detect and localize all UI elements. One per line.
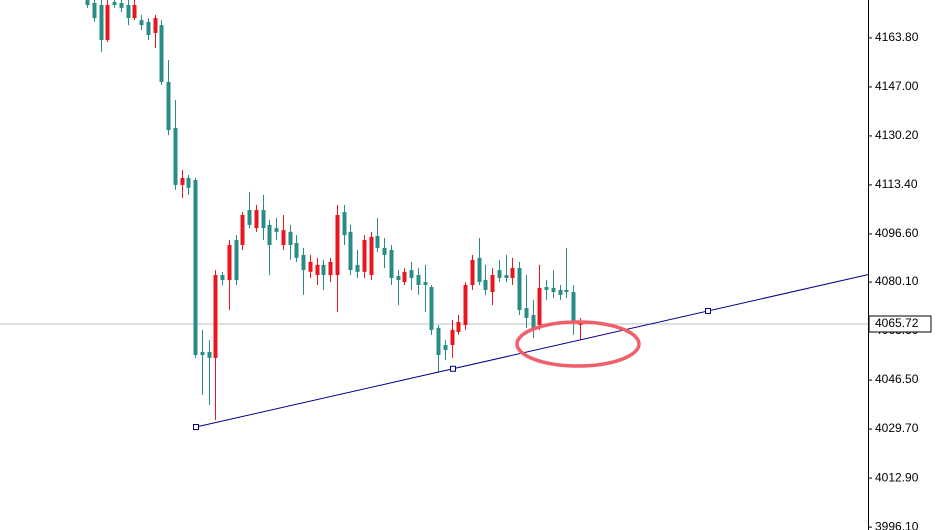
candle-body <box>240 214 245 246</box>
candle-body <box>99 4 104 40</box>
candle-body <box>200 352 205 355</box>
candle-body <box>531 315 536 328</box>
candle-body <box>571 291 576 323</box>
candle-body <box>456 322 461 332</box>
candle-body <box>173 128 178 185</box>
candle-body <box>328 261 333 276</box>
candle-body <box>335 214 340 276</box>
candle-body <box>207 352 212 358</box>
candle-body <box>281 230 286 246</box>
candle-body <box>517 268 522 311</box>
candle-body <box>92 2 97 19</box>
candle-body <box>537 287 542 325</box>
candle-body <box>355 264 360 272</box>
candle-body <box>450 329 455 346</box>
candle-body <box>409 270 414 278</box>
candle-body <box>375 235 380 248</box>
candle-body <box>153 18 158 33</box>
candle-body <box>389 249 394 278</box>
candle-body <box>85 0 90 5</box>
candle-body <box>483 280 488 290</box>
candle-body <box>524 308 529 318</box>
candle-body <box>551 287 556 292</box>
candle-body <box>267 224 272 246</box>
candle-body <box>159 25 164 82</box>
y-tick-label: 4163.80 <box>875 30 919 44</box>
y-tick-label: 4012.90 <box>875 470 919 484</box>
candle-body <box>294 242 299 258</box>
candle-body <box>301 254 306 271</box>
candle-body <box>227 245 232 281</box>
trendline-anchor <box>193 424 199 431</box>
candle-body <box>497 270 502 278</box>
candle-body <box>112 2 117 5</box>
candle-body <box>470 259 475 285</box>
candle-body <box>220 275 225 281</box>
candle-body <box>429 287 434 330</box>
y-tick-label: 4130.20 <box>875 128 919 142</box>
candle-body <box>436 327 441 355</box>
trendline-mid-anchor <box>450 365 456 372</box>
candle-body <box>416 275 421 285</box>
candle-body <box>234 240 239 281</box>
candle-body <box>105 4 110 40</box>
last-price-label: 4065.72 <box>875 316 919 330</box>
candle-body <box>477 257 482 283</box>
candle-body <box>146 21 151 36</box>
candle-body <box>463 284 468 325</box>
candle-body <box>564 289 569 292</box>
y-tick-label: 4029.70 <box>875 421 919 435</box>
candle-body <box>321 264 326 276</box>
candle-body <box>382 247 387 255</box>
candle-body <box>510 268 515 278</box>
trendline <box>195 274 869 428</box>
trendline-anchor <box>705 307 711 314</box>
candle-body <box>490 275 495 292</box>
candle-body <box>288 231 293 246</box>
candle-body <box>504 275 509 278</box>
candle-body <box>119 2 124 8</box>
candle-body <box>126 4 131 19</box>
candle-body <box>369 236 374 276</box>
candle-body <box>247 210 252 225</box>
candle-body <box>132 4 137 19</box>
highlight-ellipse <box>515 320 641 368</box>
candle-body <box>139 20 144 26</box>
candle-body <box>342 212 347 236</box>
candle-body <box>254 210 259 229</box>
candle-body <box>544 287 549 290</box>
candle-body <box>180 177 185 185</box>
last-price-box <box>868 315 932 333</box>
y-tick-label: 4113.40 <box>875 177 918 191</box>
candle-body <box>315 264 320 276</box>
y-tick-label: 3996.10 <box>875 519 919 530</box>
candle-body <box>443 345 448 351</box>
y-tick-label: 4147.00 <box>875 79 919 93</box>
candle-body <box>213 275 218 358</box>
candle-body <box>166 81 171 131</box>
candle-body <box>274 228 279 232</box>
candle-body <box>348 231 353 271</box>
candle-body <box>362 240 367 272</box>
candle-body <box>558 289 563 295</box>
candle-body <box>261 210 266 229</box>
y-tick-label: 4046.50 <box>875 372 919 386</box>
y-tick-label: 4096.60 <box>875 226 919 240</box>
candle-body <box>186 177 191 188</box>
candle-body <box>308 261 313 272</box>
candle-body <box>423 282 428 285</box>
candle-body <box>193 179 198 355</box>
y-tick-label: 4080.10 <box>875 274 919 288</box>
candle-body <box>402 271 407 283</box>
candle-body <box>396 275 401 281</box>
